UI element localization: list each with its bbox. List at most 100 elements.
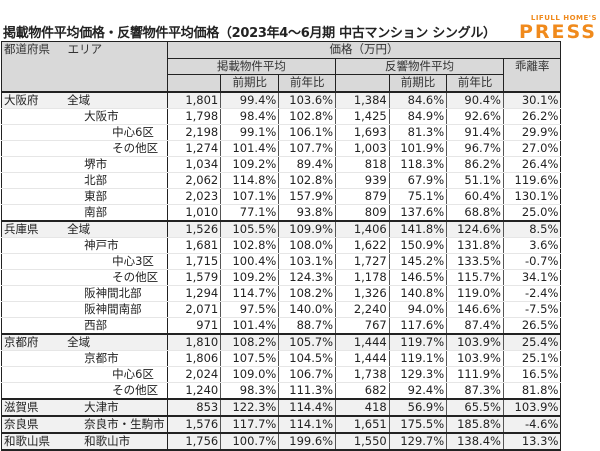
cell-inquiry-qoq: 75.1% bbox=[388, 188, 448, 205]
cell-gap-rate: 119.6% bbox=[502, 172, 562, 189]
cell-listed-yoy: 105.7% bbox=[278, 332, 337, 351]
cell-area: 京都市 bbox=[62, 350, 168, 367]
cell-gap-rate: 81.8% bbox=[502, 382, 562, 399]
cell-pref bbox=[1, 124, 63, 141]
cell-listed-price: 1,294 bbox=[166, 285, 222, 302]
cell-gap-rate: 25.0% bbox=[502, 204, 562, 221]
cell-listed-qoq: 98.3% bbox=[220, 382, 280, 399]
cell-inquiry-yoy: 103.9% bbox=[446, 350, 504, 367]
cell-listed-qoq: 109.0% bbox=[220, 366, 280, 383]
cell-inquiry-qoq: 56.9% bbox=[388, 397, 448, 416]
cell-gap-rate: 13.3% bbox=[502, 431, 562, 451]
cell-gap-rate: 3.6% bbox=[502, 237, 562, 254]
table-row: 京都市 1,806 107.5% 104.5% 1,444 119.1% 103.9% 25.… bbox=[1, 350, 600, 367]
logo-line1: LIFULL HOME'S bbox=[530, 14, 597, 22]
cell-area: 堺市 bbox=[62, 156, 168, 173]
cell-inquiry-price: 1,384 bbox=[335, 90, 390, 109]
table-row: その他区 1,274 101.4% 107.7% 1,003 101.9% 96.7% 27.… bbox=[1, 140, 600, 157]
cell-inquiry-price: 418 bbox=[335, 397, 390, 416]
cell-inquiry-price: 767 bbox=[335, 317, 390, 334]
cell-inquiry-price: 1,622 bbox=[335, 237, 390, 254]
cell-inquiry-qoq: 119.1% bbox=[388, 350, 448, 367]
table-row: 兵庫県 全域 1,526 105.5% 109.9% 1,406 141.8% 124.6% 8… bbox=[1, 219, 600, 238]
cell-listed-yoy: 111.3% bbox=[278, 382, 337, 399]
cell-pref bbox=[1, 140, 63, 157]
cell-listed-price: 1,681 bbox=[166, 237, 222, 254]
cell-inquiry-yoy: 185.8% bbox=[446, 414, 504, 433]
cell-listed-price: 1,756 bbox=[166, 431, 222, 451]
cell-inquiry-qoq: 84.6% bbox=[388, 90, 448, 109]
cell-inquiry-yoy: 60.4% bbox=[446, 188, 504, 205]
cell-listed-qoq: 99.1% bbox=[220, 124, 280, 141]
cell-gap-rate: 29.9% bbox=[502, 124, 562, 141]
cell-pref bbox=[1, 366, 63, 383]
cell-inquiry-price: 1,727 bbox=[335, 253, 390, 270]
cell-inquiry-price: 1,693 bbox=[335, 124, 390, 141]
cell-inquiry-yoy: 111.9% bbox=[446, 366, 504, 383]
cell-gap-rate: -4.6% bbox=[502, 414, 562, 433]
table-row: 阪神間南部 2,071 97.5% 140.0% 2,240 94.0% 146.6% -7.… bbox=[1, 301, 600, 318]
cell-listed-qoq: 107.5% bbox=[220, 350, 280, 367]
cell-pref: 大阪府 bbox=[1, 90, 63, 109]
cell-listed-price: 853 bbox=[166, 397, 222, 416]
cell-listed-price: 1,526 bbox=[166, 219, 222, 238]
header-listed-qoq: 前期比 bbox=[220, 74, 280, 92]
cell-pref bbox=[1, 269, 63, 286]
cell-listed-qoq: 105.5% bbox=[220, 219, 280, 238]
cell-gap-rate: -0.7% bbox=[502, 253, 562, 270]
cell-listed-qoq: 114.8% bbox=[220, 172, 280, 189]
table-row: 北部 2,062 114.8% 102.8% 939 67.9% 51.1% 119.6% bbox=[1, 172, 600, 189]
cell-listed-qoq: 101.4% bbox=[220, 140, 280, 157]
cell-inquiry-qoq: 94.0% bbox=[388, 301, 448, 318]
cell-area: 中心3区 bbox=[62, 253, 168, 270]
cell-listed-qoq: 77.1% bbox=[220, 204, 280, 221]
lifull-homes-press-logo: LIFULL HOME'S PRESS bbox=[519, 14, 597, 42]
cell-gap-rate: 16.5% bbox=[502, 366, 562, 383]
cell-inquiry-qoq: 92.4% bbox=[388, 382, 448, 399]
cell-listed-yoy: 88.7% bbox=[278, 317, 337, 334]
cell-listed-yoy: 157.9% bbox=[278, 188, 337, 205]
cell-inquiry-yoy: 90.4% bbox=[446, 90, 504, 109]
cell-listed-price: 1,798 bbox=[166, 108, 222, 125]
cell-inquiry-price: 818 bbox=[335, 156, 390, 173]
cell-inquiry-yoy: 87.4% bbox=[446, 317, 504, 334]
cell-inquiry-qoq: 119.7% bbox=[388, 332, 448, 351]
cell-inquiry-qoq: 141.8% bbox=[388, 219, 448, 238]
cell-listed-qoq: 117.7% bbox=[220, 414, 280, 433]
cell-inquiry-price: 1,444 bbox=[335, 350, 390, 367]
cell-area: 東部 bbox=[62, 188, 168, 205]
table-row: その他区 1,240 98.3% 111.3% 682 92.4% 87.3% 81.8% bbox=[1, 382, 600, 399]
table-row: 中心6区 2,024 109.0% 106.7% 1,738 129.3% 111.9% 16… bbox=[1, 366, 600, 383]
cell-inquiry-price: 939 bbox=[335, 172, 390, 189]
cell-gap-rate: 25.4% bbox=[502, 332, 562, 351]
cell-area: その他区 bbox=[62, 269, 168, 286]
cell-listed-price: 1,715 bbox=[166, 253, 222, 270]
cell-area: 中心6区 bbox=[62, 366, 168, 383]
cell-pref bbox=[1, 317, 63, 334]
cell-pref bbox=[1, 285, 63, 302]
cell-listed-yoy: 102.8% bbox=[278, 108, 337, 125]
cell-inquiry-qoq: 137.6% bbox=[388, 204, 448, 221]
cell-inquiry-yoy: 51.1% bbox=[446, 172, 504, 189]
cell-inquiry-yoy: 86.2% bbox=[446, 156, 504, 173]
cell-listed-price: 1,810 bbox=[166, 332, 222, 351]
cell-pref bbox=[1, 188, 63, 205]
cell-listed-yoy: 89.4% bbox=[278, 156, 337, 173]
table-row: 京都府 全域 1,810 108.2% 105.7% 1,444 119.7% 103.9% 2… bbox=[1, 332, 600, 351]
table-row: 大阪市 1,798 98.4% 102.8% 1,425 84.9% 92.6% 26.2% bbox=[1, 108, 600, 125]
cell-inquiry-price: 1,178 bbox=[335, 269, 390, 286]
cell-inquiry-yoy: 115.7% bbox=[446, 269, 504, 286]
cell-area: 中心6区 bbox=[62, 124, 168, 141]
cell-inquiry-qoq: 101.9% bbox=[388, 140, 448, 157]
cell-listed-price: 2,023 bbox=[166, 188, 222, 205]
cell-area: 大津市 bbox=[62, 397, 168, 416]
cell-gap-rate: 27.0% bbox=[502, 140, 562, 157]
cell-inquiry-price: 682 bbox=[335, 382, 390, 399]
table-row: 滋賀県 大津市 853 122.3% 114.4% 418 56.9% 65.5% 103.9% bbox=[1, 397, 600, 416]
cell-listed-yoy: 103.6% bbox=[278, 90, 337, 109]
cell-listed-yoy: 114.1% bbox=[278, 414, 337, 433]
cell-inquiry-qoq: 67.9% bbox=[388, 172, 448, 189]
cell-pref bbox=[1, 237, 63, 254]
cell-listed-price: 971 bbox=[166, 317, 222, 334]
cell-listed-yoy: 114.4% bbox=[278, 397, 337, 416]
